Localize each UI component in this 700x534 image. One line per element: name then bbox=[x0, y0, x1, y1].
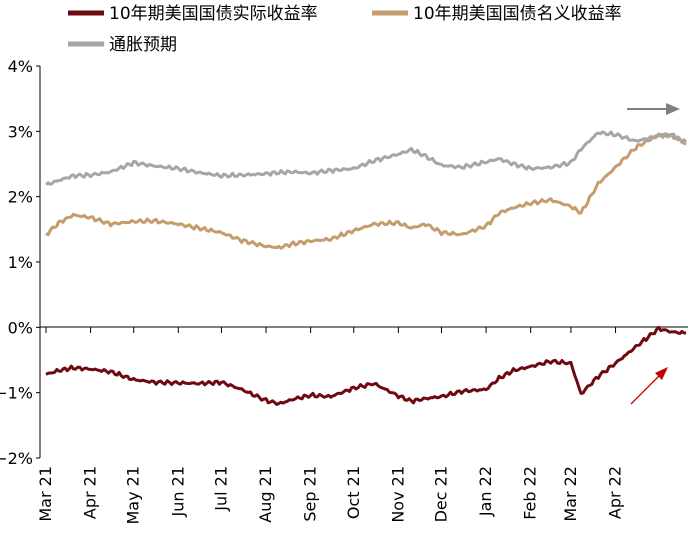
line-inflation-expectation bbox=[45, 130, 687, 186]
x-tick-label: Aug 21 bbox=[256, 466, 275, 523]
y-ticks: 4% 3% 2% 1% 0% −1% −2% bbox=[0, 57, 40, 468]
y-tick-label: 1% bbox=[8, 253, 33, 272]
gray-trend-arrow-head bbox=[666, 103, 680, 115]
x-tick-label: Apr 22 bbox=[606, 466, 625, 519]
x-tick-label: Oct 21 bbox=[344, 466, 363, 519]
y-tick-label: −1% bbox=[0, 384, 33, 403]
annotations bbox=[627, 103, 680, 405]
x-tick-label: Feb 22 bbox=[521, 466, 540, 520]
x-tick-label: Nov 21 bbox=[388, 466, 407, 523]
x-tick-label: Apr 21 bbox=[81, 466, 100, 519]
legend-label-real-yield: 10年期美国国债实际收益率 bbox=[109, 4, 318, 24]
legend-label-nominal-yield: 10年期美国国债名义收益率 bbox=[413, 4, 622, 24]
line-real-yield bbox=[45, 325, 687, 406]
y-tick-label: 0% bbox=[8, 318, 33, 337]
x-tick-label: Mar 21 bbox=[36, 466, 55, 522]
legend: 10年期美国国债实际收益率 10年期美国国债名义收益率 通胀预期 bbox=[68, 4, 622, 55]
y-tick-label: 2% bbox=[8, 188, 33, 207]
x-tick-label: Mar 22 bbox=[561, 466, 580, 522]
red-trend-arrow-line bbox=[630, 374, 661, 405]
red-trend-arrow-head bbox=[655, 367, 668, 380]
x-tick-label: Jul 21 bbox=[211, 466, 230, 512]
x-tick-label: Dec 21 bbox=[432, 466, 451, 522]
y-tick-label: 3% bbox=[8, 122, 33, 141]
x-ticks: Mar 21 Apr 21 May 21 Jun 21 Jul 21 Aug 21 Sep … bbox=[36, 327, 625, 525]
y-tick-label: −2% bbox=[0, 449, 33, 468]
x-tick-label: Jan 22 bbox=[476, 466, 495, 517]
x-tick-label: Sep 21 bbox=[301, 466, 320, 522]
x-tick-label: May 21 bbox=[124, 466, 143, 525]
line-nominal-yield bbox=[45, 132, 688, 250]
series bbox=[45, 130, 688, 406]
legend-label-inflation-expectation: 通胀预期 bbox=[109, 35, 177, 55]
y-tick-label: 4% bbox=[8, 57, 33, 76]
x-tick-label: Jun 21 bbox=[168, 466, 187, 517]
